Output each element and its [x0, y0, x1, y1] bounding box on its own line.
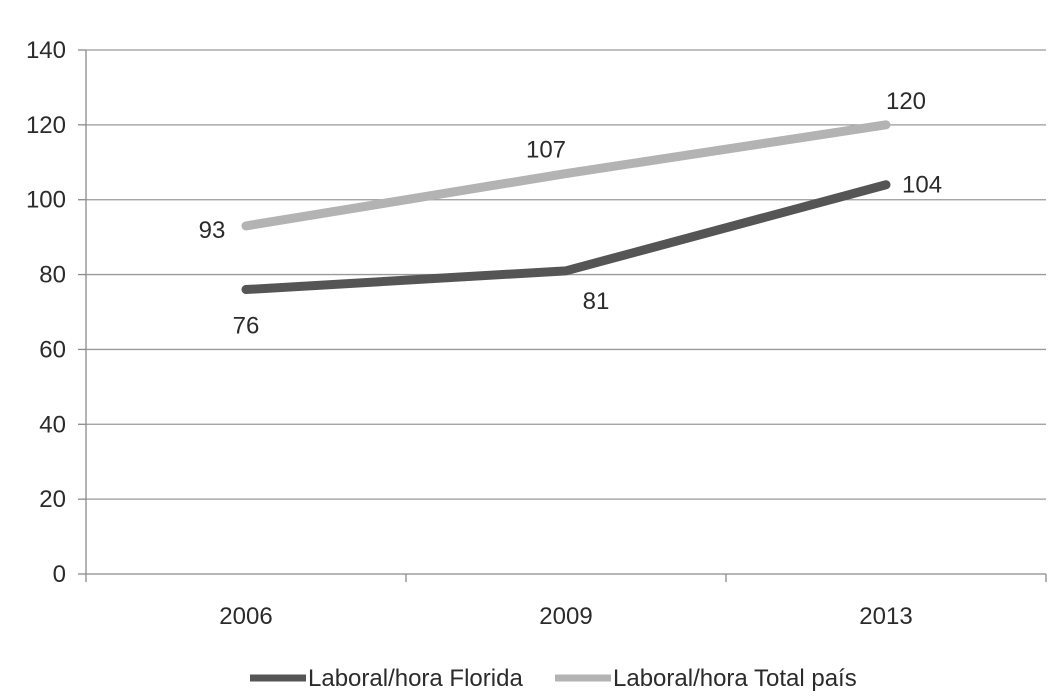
x-tick-label: 2013 — [859, 603, 912, 630]
y-axis: 0 20 40 60 80 100 120 140 — [26, 37, 86, 588]
y-tick-label: 140 — [26, 37, 66, 64]
x-tick-label: 2009 — [539, 603, 592, 630]
y-tick-label: 60 — [39, 336, 66, 363]
legend-label: Laboral/hora Florida — [308, 665, 523, 692]
legend: Laboral/hora Florida Laboral/hora Total p… — [250, 665, 857, 692]
y-tick-label: 100 — [26, 187, 66, 214]
data-label: 104 — [902, 172, 942, 199]
x-axis: 2006 2009 2013 — [86, 574, 1046, 630]
data-label: 107 — [526, 137, 566, 164]
y-tick-label: 20 — [39, 486, 66, 513]
x-tick-label: 2006 — [219, 603, 272, 630]
data-label: 81 — [583, 288, 610, 315]
data-label: 120 — [886, 88, 926, 115]
legend-label: Laboral/hora Total país — [613, 665, 857, 692]
y-tick-label: 80 — [39, 262, 66, 289]
y-tick-label: 120 — [26, 112, 66, 139]
y-tick-label: 0 — [53, 561, 66, 588]
data-label: 93 — [199, 217, 226, 244]
data-label: 76 — [233, 313, 260, 340]
series-line-0 — [246, 185, 886, 290]
y-tick-label: 40 — [39, 411, 66, 438]
